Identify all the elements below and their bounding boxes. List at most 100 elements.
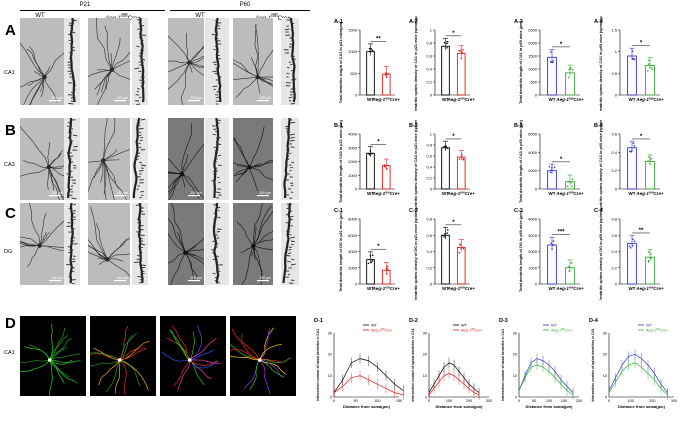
data-point — [647, 251, 650, 253]
y-tick-label: 0 — [615, 282, 618, 287]
scale-label: 100 μm — [51, 96, 63, 100]
dendrite-spine-image — [205, 118, 229, 200]
panel-label: C-1 — [334, 208, 343, 214]
data-point — [370, 48, 373, 50]
series-line — [608, 362, 668, 396]
x-tick-label: Aeg-1fl/flCre+ — [555, 286, 584, 292]
data-point — [462, 247, 465, 250]
data-point — [549, 60, 552, 63]
dendrite-spine-drawing — [282, 203, 296, 284]
dendrite-spine-image — [132, 118, 148, 200]
scale-label: 100 μm — [116, 96, 128, 100]
neuron-micrograph: 100 μm — [233, 203, 273, 285]
header-p21-line — [20, 10, 165, 11]
data-point — [446, 232, 448, 234]
data-point — [369, 255, 372, 257]
x-tick-label: 100 — [627, 399, 633, 403]
data-point — [459, 49, 461, 52]
y-tick-label: 0.6 — [426, 54, 432, 59]
panel-label: B-1 — [334, 123, 343, 129]
data-point — [461, 51, 463, 54]
dendrite-spine-drawing — [66, 203, 78, 285]
bar — [441, 147, 450, 190]
bar — [645, 65, 655, 96]
y-tick-label: 6000 — [528, 132, 538, 137]
data-point — [649, 163, 651, 165]
x-tick-label: WT — [629, 286, 636, 291]
data-point — [631, 244, 634, 247]
chart-b-2: B-2 0 0.2 0.4 0.6 0.8 1 Dendritic spines densit… — [409, 120, 475, 205]
y-tick-label: 0.2 — [611, 265, 617, 270]
neuron-micrograph: 100 μm — [20, 118, 65, 200]
y-tick-label: 10 — [603, 374, 607, 378]
neuron-micrograph: 100 μm — [20, 18, 65, 105]
data-point — [386, 272, 388, 275]
x-tick-label: 0 — [333, 399, 335, 403]
legend-label: WT — [461, 323, 468, 327]
bar — [456, 246, 466, 285]
neuron-micrograph: 100 μm — [88, 18, 130, 105]
header-mut-p21-sup: fl/fl — [121, 13, 128, 19]
chart-d-4: D-4 0 100 200 300 0 10 20 30 Distance from soma(μ… — [589, 318, 677, 409]
y-tick-label: 20 — [423, 353, 427, 357]
y-tick-label: 20 — [603, 353, 607, 357]
data-point — [631, 50, 634, 52]
data-point — [650, 253, 652, 255]
data-point — [368, 47, 371, 50]
x-tick-label: Aeg-1fl/flCre+ — [635, 286, 664, 292]
y-tick-label: 0.4 — [611, 249, 617, 254]
data-point — [632, 142, 635, 145]
y-tick-label: 0 — [355, 93, 358, 98]
dendrite-spine-image — [64, 118, 80, 200]
data-point — [446, 40, 449, 43]
x-tick-label: Aeg-1fl/flCre+ — [447, 97, 476, 103]
y-tick-label: 0 — [515, 395, 517, 399]
bar — [645, 256, 655, 285]
data-point — [568, 76, 570, 79]
data-point — [460, 153, 463, 156]
data-point — [628, 245, 631, 247]
bar — [645, 161, 655, 190]
data-point — [551, 61, 554, 64]
x-axis-label: Distance from soma(μm) — [343, 404, 391, 409]
row-region-ca1: CA1 — [4, 70, 15, 76]
neuron-drawing — [168, 203, 204, 285]
y-tick-label: 0 — [430, 93, 433, 98]
sig-marker: * — [377, 139, 380, 145]
x-tick-label: 200 — [576, 399, 582, 403]
data-point — [650, 66, 652, 69]
data-point — [370, 261, 373, 264]
x-tick-label: 300 — [671, 399, 677, 403]
y-axis-label: Total dendritic length of CA3 in p21 mic… — [339, 120, 343, 203]
header-mut-p60-sup: fl/fl — [271, 13, 278, 19]
neuron-micrograph: 100 μm — [20, 203, 65, 285]
y-tick-label: 1000 — [348, 173, 358, 178]
data-point — [647, 261, 650, 263]
y-tick-label: 0 — [535, 187, 538, 192]
y-tick-label: 1500 — [348, 28, 358, 33]
bar — [441, 234, 450, 285]
scale-label: 100 μm — [116, 191, 128, 195]
x-tick-label: 150 — [561, 399, 567, 403]
row-letter-c: C — [5, 205, 16, 222]
y-axis-label: Dendritic spines density of CA1 in p21 m… — [414, 16, 418, 111]
panel-label: B-2 — [409, 123, 418, 129]
data-point — [650, 157, 653, 160]
sholl-tracing-drawing — [16, 324, 81, 398]
y-axis-label: Intersection number of basal dendrites i… — [501, 329, 505, 401]
dendrite-spine-image — [64, 18, 80, 105]
x-tick-label: 100 — [374, 399, 380, 403]
neuron-micrograph: 100 μm — [168, 18, 204, 105]
data-point — [632, 238, 634, 241]
dendrite-spine-drawing — [67, 18, 77, 105]
x-tick-label: WT — [549, 286, 556, 291]
sholl-tracing-drawing — [161, 324, 221, 391]
chart-b-4: B-4 0 0.2 0.4 0.6 Dendritic spines density of… — [594, 120, 664, 205]
data-point — [548, 165, 551, 168]
bar — [366, 51, 375, 96]
y-tick-label: 0.4 — [611, 150, 617, 155]
y-axis-label: Total dendritic length of CA3 in p60 mic… — [519, 120, 523, 203]
x-tick-label: 300 — [486, 399, 492, 403]
chart-a-3: A-3 0 500 1000 1500 2000 2500 Total dendritic l… — [514, 19, 584, 104]
scale-label: 100 μm — [259, 96, 271, 100]
